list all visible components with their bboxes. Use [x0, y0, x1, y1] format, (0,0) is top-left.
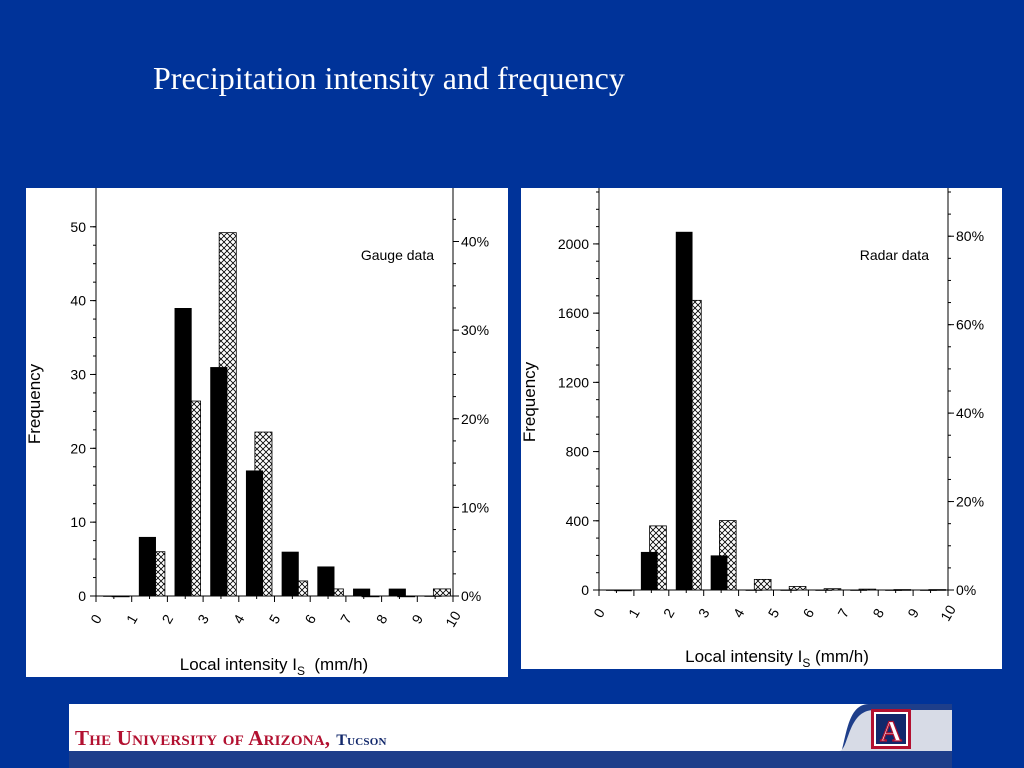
university-name-text: The University of Arizona, — [75, 726, 331, 750]
y-tick-label: 10 — [70, 514, 86, 530]
solid-bar — [281, 551, 299, 596]
x-axis-label-sub: S — [297, 664, 305, 677]
x-axis-label-unit: (mm/h) — [810, 647, 869, 666]
gauge-chart-panel: 0 10 20 30 40 50 0% 10% 20% 30% 40% 0 1 2 3 4 5 6 7 8 9 10 Gau… — [26, 188, 508, 677]
y-tick-label: 400 — [566, 513, 590, 529]
y-tick-label: 50 — [70, 219, 86, 235]
hatched-bar — [928, 589, 946, 591]
x-tick-label: 9 — [904, 605, 922, 620]
x-axis-label-unit: (mm/h) — [305, 655, 368, 674]
x-tick-label: 6 — [800, 605, 818, 620]
x-tick-label: 8 — [373, 611, 391, 626]
gauge-histogram: 0 10 20 30 40 50 0% 10% 20% 30% 40% 0 1 2 3 4 5 6 7 8 9 10 Gau… — [26, 188, 489, 677]
hatched-bar — [397, 595, 416, 598]
solid-bar — [640, 551, 658, 590]
y2-tick-label: 10% — [461, 499, 489, 515]
radar-chart-panel: 0 400 800 1200 1600 2000 0% 20% 40% 60% 80% 0 1 2 3 4 5 6… — [521, 188, 1002, 669]
x-tick-label: 10 — [442, 608, 464, 630]
solid-bar — [675, 231, 693, 591]
y2-tick-label: 20% — [461, 411, 489, 427]
x-axis-label-main: Local intensity I — [180, 655, 297, 674]
hatched-bar — [788, 586, 807, 591]
solid-bar — [174, 308, 192, 596]
solid-bar — [245, 470, 264, 596]
hatched-bar — [893, 589, 912, 591]
slide-title: Precipitation intensity and frequency — [153, 60, 625, 96]
solid-bar — [103, 596, 121, 597]
chart-note: Radar data — [860, 247, 929, 263]
y-tick-label: 800 — [566, 444, 590, 460]
y-axis-label: Frequency — [26, 363, 44, 444]
x-tick-label: 3 — [695, 605, 713, 620]
y-tick-label: 1600 — [558, 305, 589, 321]
solid-bar — [920, 590, 937, 591]
hatched-bar — [361, 595, 380, 598]
logo-letter: A — [880, 715, 902, 748]
hatched-bar — [823, 588, 842, 591]
y2-tick-label: 0% — [956, 582, 976, 598]
solid-bar — [138, 536, 156, 596]
x-tick-label: 7 — [834, 605, 852, 620]
hatched-bar — [753, 578, 772, 591]
footer-band — [69, 751, 952, 768]
x-tick-label: 5 — [266, 611, 284, 626]
hatched-bar — [858, 588, 877, 591]
x-axis-label-sub: S — [802, 656, 810, 669]
university-logo-icon: A — [871, 709, 911, 749]
x-tick-label: 5 — [765, 605, 783, 620]
radar-histogram: 0 400 800 1200 1600 2000 0% 20% 40% 60% 80% 0 1 2 3 4 5 6… — [521, 188, 984, 669]
y2-tick-label: 40% — [461, 234, 489, 250]
y-tick-label: 30 — [70, 366, 86, 382]
solid-bar — [710, 555, 728, 590]
university-name: The University of Arizona, Tucson — [75, 726, 387, 751]
solid-bar — [210, 367, 228, 596]
y-tick-label: 40 — [70, 293, 86, 309]
solid-bar — [353, 588, 371, 596]
x-tick-label: 4 — [230, 611, 248, 626]
y-tick-label: 0 — [78, 588, 86, 604]
university-city: Tucson — [336, 732, 387, 749]
x-tick-label: 10 — [937, 602, 959, 624]
x-tick-label: 3 — [194, 611, 212, 626]
x-tick-label: 0 — [87, 611, 105, 626]
x-axis-label: Local intensity IS (mm/h) — [180, 655, 368, 677]
university-footer: The University of Arizona, Tucson A — [69, 704, 952, 768]
solid-bar — [850, 590, 868, 591]
y-tick-label: 0 — [581, 582, 589, 598]
x-axis-label: Local intensity IS (mm/h) — [685, 647, 869, 669]
y-tick-label: 1200 — [558, 374, 589, 390]
x-tick-label: 4 — [730, 605, 748, 620]
solid-bar — [780, 590, 798, 591]
x-tick-label: 1 — [123, 611, 141, 626]
x-tick-label: 0 — [590, 605, 608, 620]
x-tick-label: 8 — [869, 605, 887, 620]
x-axis-label-main: Local intensity I — [685, 647, 802, 666]
x-tick-label: 9 — [408, 611, 426, 626]
x-tick-label: 2 — [660, 605, 678, 620]
solid-bar — [605, 590, 623, 591]
x-tick-label: 1 — [625, 605, 643, 620]
solid-bar — [388, 588, 406, 596]
solid-bar — [424, 596, 442, 597]
solid-bar — [745, 590, 763, 591]
y-axis-label: Frequency — [521, 361, 539, 442]
x-tick-label: 2 — [159, 611, 177, 626]
y2-tick-label: 30% — [461, 322, 489, 338]
y-tick-label: 20 — [70, 440, 86, 456]
solid-bar — [815, 590, 833, 591]
y-tick-label: 2000 — [558, 236, 589, 252]
y2-tick-label: 0% — [461, 588, 481, 604]
y2-tick-label: 40% — [956, 405, 984, 421]
solid-bar — [885, 590, 902, 591]
y2-tick-label: 20% — [956, 494, 984, 510]
y2-tick-label: 60% — [956, 317, 984, 333]
solid-bar — [317, 566, 335, 596]
x-tick-label: 6 — [301, 611, 319, 626]
x-tick-label: 7 — [337, 611, 355, 626]
chart-note: Gauge data — [361, 247, 434, 263]
y2-tick-label: 80% — [956, 228, 984, 244]
hatched-bar — [432, 588, 451, 597]
